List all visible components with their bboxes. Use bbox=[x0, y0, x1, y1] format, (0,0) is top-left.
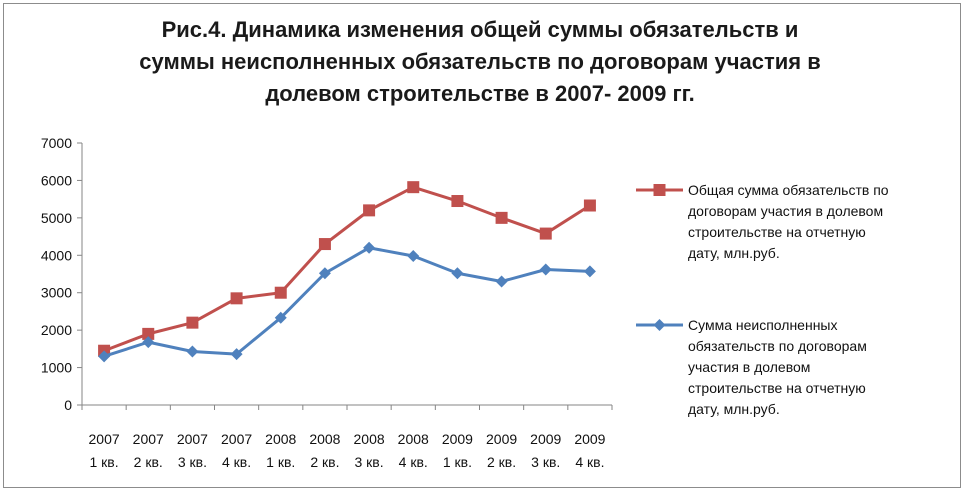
series-2-point bbox=[142, 336, 155, 349]
chart-title-line-2: суммы неисполненных обязательств по дого… bbox=[139, 49, 821, 74]
x-tick-label-year: 2008 bbox=[309, 431, 340, 447]
chart-frame bbox=[3, 3, 961, 488]
series-2-point bbox=[274, 311, 287, 324]
x-tick-label-year: 2008 bbox=[265, 431, 296, 447]
legend-label-2: строительстве на отчетную bbox=[688, 380, 866, 396]
series-2-point bbox=[98, 350, 111, 363]
chart-title: Рис.4. Динамика изменения общей суммы об… bbox=[60, 14, 900, 110]
x-tick-label-year: 2007 bbox=[177, 431, 208, 447]
series-2-point bbox=[407, 250, 420, 263]
chart-title-line-3: долевом строительстве в 2007- 2009 гг. bbox=[265, 81, 695, 106]
y-tick-label: 5000 bbox=[41, 210, 72, 226]
series-2-point bbox=[318, 267, 331, 280]
y-tick-label: 6000 bbox=[41, 172, 72, 188]
series-1-point bbox=[318, 238, 331, 251]
legend-label-2: обязательств по договорам bbox=[688, 338, 867, 354]
series-1-point bbox=[539, 227, 552, 240]
legend-label-2: дату, млн.руб. bbox=[688, 401, 780, 417]
x-tick-label-quarter: 1 кв. bbox=[90, 454, 119, 470]
series-line-2 bbox=[103, 246, 590, 358]
x-tick-label-year: 2007 bbox=[133, 431, 164, 447]
x-tick-label-year: 2008 bbox=[398, 431, 429, 447]
series-2-point bbox=[539, 263, 552, 276]
series-1-point bbox=[230, 292, 243, 305]
y-tick-label: 1000 bbox=[41, 360, 72, 376]
chart-title-line-1: Рис.4. Динамика изменения общей суммы об… bbox=[161, 17, 799, 42]
series-1-point bbox=[142, 327, 155, 340]
x-tick-label-year: 2009 bbox=[574, 431, 605, 447]
series-2-point bbox=[230, 348, 243, 361]
y-tick-label: 0 bbox=[64, 397, 72, 413]
x-tick-label-quarter: 4 кв. bbox=[575, 454, 604, 470]
series-line-1 bbox=[103, 185, 591, 353]
x-tick-label-year: 2008 bbox=[354, 431, 385, 447]
x-tick-label-quarter: 2 кв. bbox=[134, 454, 163, 470]
series-1-point bbox=[583, 199, 596, 212]
x-tick-label-quarter: 4 кв. bbox=[222, 454, 251, 470]
series-2-point bbox=[363, 241, 376, 254]
legend-label-2: Сумма неисполненных bbox=[688, 317, 838, 333]
series-1-point bbox=[186, 316, 199, 329]
series-2-point bbox=[495, 275, 508, 288]
series-1-point bbox=[274, 286, 287, 299]
legend-marker-1 bbox=[653, 184, 666, 196]
x-tick-label-quarter: 4 кв. bbox=[399, 454, 428, 470]
x-tick-label-quarter: 2 кв. bbox=[487, 454, 516, 470]
x-tick-label-year: 2007 bbox=[221, 431, 252, 447]
legend-label-1: договорам участия в долевом bbox=[688, 203, 883, 219]
x-tick-label-quarter: 1 кв. bbox=[443, 454, 472, 470]
x-tick-label-quarter: 2 кв. bbox=[310, 454, 339, 470]
series-2-point bbox=[186, 345, 199, 358]
y-tick-label: 7000 bbox=[41, 135, 72, 151]
y-tick-label: 3000 bbox=[41, 285, 72, 301]
x-tick-label-quarter: 3 кв. bbox=[355, 454, 384, 470]
series-1-point bbox=[407, 181, 420, 194]
y-tick-label: 2000 bbox=[41, 322, 72, 338]
x-tick-label-year: 2009 bbox=[486, 431, 517, 447]
series-1-point bbox=[495, 211, 508, 224]
series-2-point bbox=[583, 265, 596, 278]
x-tick-label-year: 2009 bbox=[530, 431, 561, 447]
legend-label-2: участия в долевом bbox=[688, 359, 810, 375]
series-1-point bbox=[451, 195, 464, 208]
series-1-point bbox=[363, 204, 376, 217]
x-tick-label-quarter: 1 кв. bbox=[266, 454, 295, 470]
x-tick-label-quarter: 3 кв. bbox=[531, 454, 560, 470]
legend-label-1: Общая сумма обязательств по bbox=[688, 182, 889, 198]
legend-label-1: дату, млн.руб. bbox=[688, 245, 780, 261]
x-tick-label-year: 2007 bbox=[89, 431, 120, 447]
x-tick-label-quarter: 3 кв. bbox=[178, 454, 207, 470]
x-tick-label-year: 2009 bbox=[442, 431, 473, 447]
legend-label-1: строительстве на отчетную bbox=[688, 224, 866, 240]
y-tick-label: 4000 bbox=[41, 247, 72, 263]
legend-marker-2 bbox=[653, 319, 666, 331]
series-2-point bbox=[451, 267, 464, 280]
